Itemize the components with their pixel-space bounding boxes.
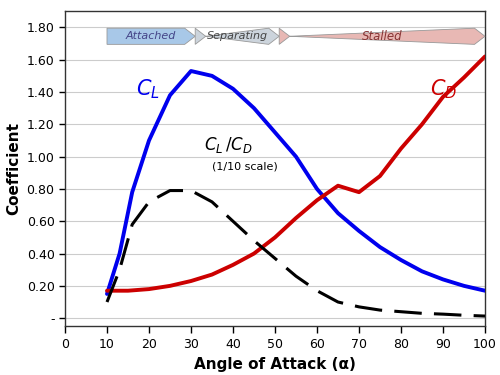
Y-axis label: Coefficient: Coefficient [6,122,21,215]
Text: $\mathit{C_L}$: $\mathit{C_L}$ [136,77,160,101]
X-axis label: Angle of Attack (α): Angle of Attack (α) [194,357,356,372]
Text: $\mathit{C_L\//C_D}$: $\mathit{C_L\//C_D}$ [204,135,252,155]
Polygon shape [195,28,279,44]
Text: (1/10 scale): (1/10 scale) [212,162,278,171]
Text: Stalled: Stalled [362,30,403,43]
Polygon shape [107,28,195,44]
Text: Separating: Separating [206,31,268,41]
Text: $\mathit{C_D}$: $\mathit{C_D}$ [430,77,458,101]
Text: Attached: Attached [126,31,176,41]
Polygon shape [279,28,485,44]
